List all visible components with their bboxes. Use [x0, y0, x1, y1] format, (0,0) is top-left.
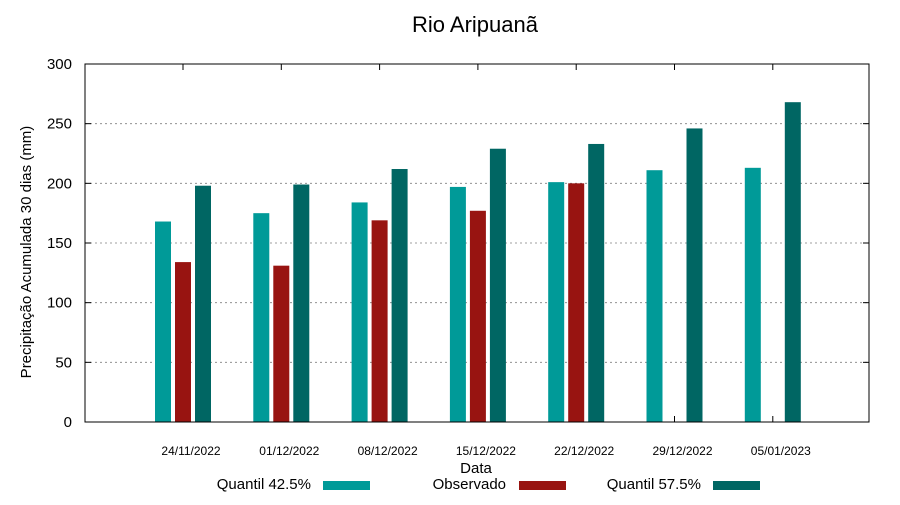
y-tick-label: 250	[47, 116, 72, 133]
x-tick-label: 29/12/2022	[652, 444, 712, 458]
y-tick-label: 300	[47, 56, 72, 73]
bar-observado	[175, 262, 191, 422]
bar-quantil-42-5-	[155, 221, 171, 422]
y-tick-label: 50	[55, 354, 72, 371]
bar-quantil-42-5-	[351, 202, 368, 422]
bar-quantil-57-5-	[686, 128, 703, 422]
x-tick-label: 24/11/2022	[161, 444, 220, 458]
plot-frame	[84, 63, 870, 423]
legend-label: Quantil 57.5%	[607, 476, 701, 493]
bar-quantil-57-5-	[391, 169, 408, 422]
x-tick-label: 22/12/2022	[554, 444, 614, 458]
y-tick-label: 150	[47, 235, 72, 252]
bar-quantil-57-5-	[784, 102, 801, 422]
legend-swatch	[323, 481, 370, 490]
legend-swatch	[713, 481, 760, 490]
bars	[155, 102, 801, 422]
bar-quantil-57-5-	[195, 185, 211, 422]
bar-quantil-42-5-	[548, 182, 565, 422]
x-axis-label: Data	[460, 460, 492, 477]
legend-label: Quantil 42.5%	[217, 476, 311, 493]
bar-quantil-42-5-	[744, 167, 761, 422]
y-ticks: 0 50 100 150 200 250 300	[47, 56, 869, 431]
legend-swatch	[519, 481, 566, 490]
bar-quantil-57-5-	[588, 143, 605, 422]
y-tick-label: 100	[47, 295, 72, 312]
bar-observado	[469, 210, 486, 422]
x-ticks: 24/11/2022 01/12/2022 08/12/2022 15/12/2022…	[161, 64, 811, 458]
legend: Quantil 42.5% Observado Quantil 57.5%	[217, 476, 760, 493]
bar-observado	[273, 265, 290, 422]
bar-quantil-42-5-	[646, 170, 663, 422]
x-tick-label: 05/01/2023	[751, 444, 811, 458]
bar-quantil-57-5-	[489, 148, 506, 422]
x-tick-label: 08/12/2022	[358, 444, 418, 458]
chart-title: Rio Aripuanã	[412, 12, 539, 37]
legend-label: Observado	[433, 476, 506, 493]
y-axis-label: Precipitação Acumulada 30 dias (mm)	[18, 126, 35, 379]
bar-quantil-57-5-	[293, 184, 310, 422]
y-tick-label: 200	[47, 175, 72, 192]
bar-observado	[371, 220, 388, 422]
x-tick-label: 01/12/2022	[259, 444, 319, 458]
x-tick-label: 15/12/2022	[456, 444, 516, 458]
bar-quantil-42-5-	[253, 213, 270, 422]
y-tick-label: 0	[64, 414, 72, 431]
bar-quantil-42-5-	[449, 186, 466, 422]
bar-observado	[568, 183, 585, 422]
